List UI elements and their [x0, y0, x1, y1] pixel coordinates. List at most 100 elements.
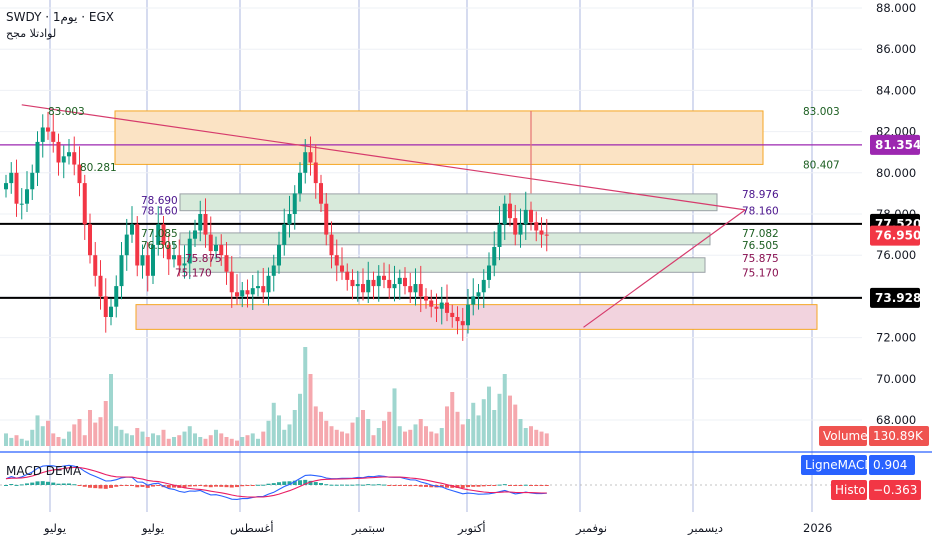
macd-histogram-bar — [235, 485, 239, 488]
macd-histogram-bar — [109, 485, 113, 488]
volume-bar — [371, 435, 376, 446]
volume-bar — [250, 433, 255, 446]
macd-histogram-bar — [35, 481, 40, 485]
macd-histogram-bar — [4, 485, 8, 486]
candle-body — [9, 172, 14, 184]
candle-body — [518, 224, 523, 235]
candle-body — [151, 244, 155, 276]
macd-histogram-bar — [156, 485, 161, 486]
candle-body — [355, 284, 360, 287]
volume-bar — [266, 420, 271, 446]
candle-body — [198, 214, 203, 231]
macd-histogram-bar — [67, 483, 71, 485]
macd-histogram-bar — [214, 485, 218, 487]
macd-histogram-bar — [334, 484, 339, 486]
volume-bar — [35, 415, 40, 446]
macd-histogram-bar — [408, 485, 413, 487]
volume-bar — [324, 420, 329, 446]
candle-body — [172, 255, 176, 260]
volume-bar — [103, 401, 108, 446]
macd-histogram-bar — [124, 485, 129, 486]
volume-bar — [82, 435, 87, 446]
volume-bar — [376, 428, 381, 446]
candle-body — [114, 286, 119, 307]
candle-body — [4, 183, 8, 190]
macd-histogram-bar — [371, 484, 376, 486]
macd-histogram-bar — [145, 485, 150, 488]
price-tag-bg — [870, 287, 920, 308]
candle-body — [61, 156, 66, 163]
price-tag: 81.354 — [875, 138, 921, 152]
macd-histogram-bar — [140, 485, 145, 487]
volume-bar — [497, 393, 502, 446]
candle-body — [229, 271, 234, 293]
candle-body — [366, 279, 371, 293]
volume-bar — [329, 426, 334, 446]
candle-body — [187, 238, 192, 264]
volume-bar — [271, 402, 276, 446]
volume-bar — [387, 411, 392, 446]
price-axis-tick: 68.000 — [876, 413, 916, 427]
macd-histogram-bar — [313, 482, 318, 485]
candle-body — [471, 296, 476, 305]
macd-histogram-bar — [403, 485, 407, 486]
macd-histogram-bar — [298, 480, 302, 485]
symbol-title[interactable]: SWDY · 1يوم · EGX — [6, 10, 114, 24]
volume-name-tag: Volume — [823, 429, 868, 443]
macd-histogram-bar — [345, 484, 350, 486]
candle-body — [19, 203, 24, 205]
volume-bar — [203, 438, 208, 446]
macd-histogram-bar — [523, 484, 528, 486]
candle-body — [303, 152, 308, 173]
candle-body — [177, 255, 182, 266]
price-axis-tick: 86.000 — [876, 42, 916, 56]
candle-body — [424, 296, 428, 301]
price-axis-tick: 84.000 — [876, 83, 916, 97]
macd-indicator-title[interactable]: MACD DEMA — [6, 464, 82, 478]
macd-histogram-bar — [413, 485, 418, 486]
volume-bar — [140, 431, 145, 446]
candle-body — [156, 224, 161, 245]
candle-body — [51, 131, 56, 142]
candle-body — [397, 277, 402, 285]
volume-bar — [172, 437, 176, 446]
volume-bar — [366, 419, 371, 446]
volume-bar — [214, 429, 218, 446]
candle-body — [219, 244, 224, 256]
candle-body — [271, 265, 276, 276]
candle-body — [266, 275, 271, 293]
candle-body — [208, 234, 213, 252]
volume-bar — [439, 428, 444, 446]
macd-line — [5, 464, 547, 500]
volume-bar — [282, 429, 287, 446]
volume-bar — [397, 426, 402, 446]
zone-value-label: 80.281 — [80, 162, 117, 174]
volume-bar — [9, 437, 14, 446]
price-tag-bg — [870, 225, 920, 246]
volume-value-tag: 130.89K — [873, 429, 924, 443]
macd-histogram-bar — [508, 485, 512, 486]
volume-bar — [513, 404, 518, 446]
candle-body — [508, 203, 512, 219]
macd-histogram-bar — [418, 485, 423, 487]
volume-bar — [340, 431, 344, 446]
histo-value-tag-bg — [869, 480, 921, 500]
price-axis-tick: 76.000 — [876, 248, 916, 262]
volume-bar — [187, 426, 192, 446]
candle-body — [492, 246, 497, 266]
candle-body — [224, 255, 229, 272]
volume-name-tag-bg — [819, 426, 867, 446]
volume-indicator-title[interactable]: لوادتلا مجح — [6, 27, 57, 40]
candle-body — [245, 290, 250, 295]
volume-bar — [40, 426, 45, 446]
candle-body — [298, 172, 302, 194]
macd-histogram-bar — [361, 484, 365, 486]
macd-histogram-bar — [492, 485, 497, 486]
candle-body — [240, 290, 245, 297]
volume-bar — [224, 437, 229, 446]
macd-histogram-bar — [476, 485, 481, 487]
macd-histogram-bar — [93, 485, 98, 489]
macd-histogram-bar — [130, 485, 134, 486]
candle-body — [319, 183, 323, 204]
